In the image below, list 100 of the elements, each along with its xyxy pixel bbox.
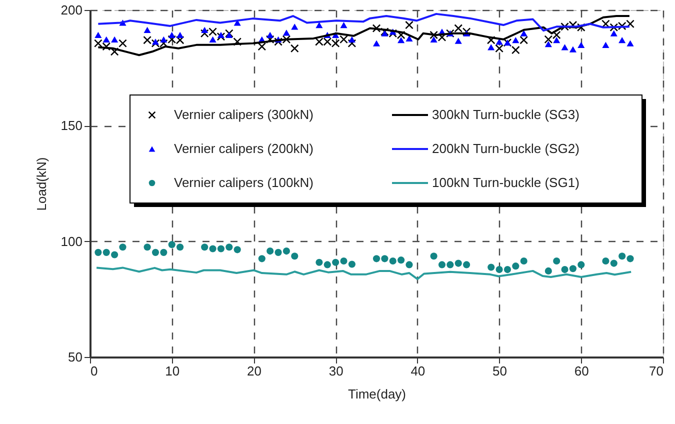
point: [602, 42, 610, 48]
point: [553, 257, 560, 265]
point: [217, 32, 225, 38]
point: [486, 36, 496, 44]
point: [520, 30, 528, 36]
point: [290, 44, 299, 53]
point: [552, 30, 561, 40]
point: [561, 44, 568, 50]
point: [438, 33, 446, 42]
y-tick-label: 200: [60, 2, 82, 18]
point: [233, 38, 242, 46]
y-tick-label: 150: [60, 118, 82, 134]
point: [144, 244, 151, 251]
point: [488, 264, 495, 271]
point: [578, 261, 585, 268]
point: [396, 30, 406, 40]
point: [266, 32, 274, 38]
point: [406, 261, 413, 268]
point: [372, 40, 380, 46]
point: [340, 22, 348, 28]
point: [568, 20, 578, 30]
point: [176, 244, 184, 251]
x-tick-label: 20: [246, 364, 262, 378]
point: [315, 38, 324, 46]
point: [381, 30, 388, 36]
point: [520, 257, 528, 265]
point: [316, 22, 323, 28]
point: [430, 252, 438, 260]
point: [520, 36, 528, 44]
point: [496, 266, 503, 274]
point: [331, 39, 340, 48]
point: [578, 42, 585, 48]
legend-label: Vernier calipers (300kN): [174, 107, 314, 122]
y-tick-label: 50: [68, 350, 82, 364]
point: [316, 258, 323, 266]
point: [610, 30, 618, 36]
point: [208, 28, 217, 36]
point: [200, 29, 209, 38]
point: [118, 39, 127, 48]
point: [348, 36, 356, 42]
point: [94, 39, 102, 48]
point: [430, 36, 438, 42]
point: [176, 32, 184, 38]
point: [282, 35, 291, 44]
point: [462, 28, 471, 36]
point: [159, 39, 168, 48]
point: [258, 255, 266, 262]
point: [454, 24, 463, 32]
point: [488, 44, 495, 50]
point: [430, 30, 438, 40]
x-tick-label: 10: [165, 364, 180, 378]
point: [217, 245, 225, 252]
point: [110, 47, 119, 56]
point: [160, 248, 168, 256]
point: [340, 257, 348, 265]
x-axis-title: Time(day): [348, 386, 406, 402]
point: [201, 26, 208, 33]
point: [102, 36, 110, 42]
point: [512, 262, 520, 270]
x-tick-label: 70: [649, 364, 664, 378]
x-tick-label: 30: [328, 364, 344, 378]
point: [398, 256, 405, 264]
point: [553, 37, 560, 44]
point: [544, 40, 552, 48]
point: [151, 39, 160, 48]
point: [323, 38, 332, 46]
point: [119, 244, 126, 251]
point: [406, 35, 413, 42]
point: [372, 24, 381, 32]
line-series: [97, 15, 630, 56]
point: [94, 248, 102, 256]
point: [560, 22, 569, 31]
point: [438, 261, 446, 268]
line-series: [97, 12, 630, 32]
point: [258, 42, 266, 51]
point: [102, 248, 110, 256]
point: [626, 20, 634, 28]
point: [94, 32, 102, 38]
point: [111, 36, 118, 42]
point: [504, 266, 512, 274]
point: [496, 38, 503, 45]
point: [102, 42, 111, 51]
line-series: [96, 266, 632, 280]
point: [446, 261, 454, 268]
point: [168, 241, 176, 248]
x-tick-label: 40: [410, 364, 426, 378]
point: [266, 248, 274, 255]
point: [544, 267, 552, 274]
point: [340, 35, 348, 44]
legend-label: Vernier calipers (100kN): [174, 175, 314, 190]
point: [176, 36, 184, 44]
point: [111, 251, 118, 258]
point: [381, 255, 388, 262]
point: [274, 248, 282, 256]
point: [282, 248, 290, 255]
point: [348, 39, 356, 48]
x-tick-label: 0: [90, 364, 98, 378]
point: [576, 23, 586, 32]
legend-label: 300kN Turn-buckle (SG3): [432, 107, 580, 122]
point: [405, 20, 414, 30]
